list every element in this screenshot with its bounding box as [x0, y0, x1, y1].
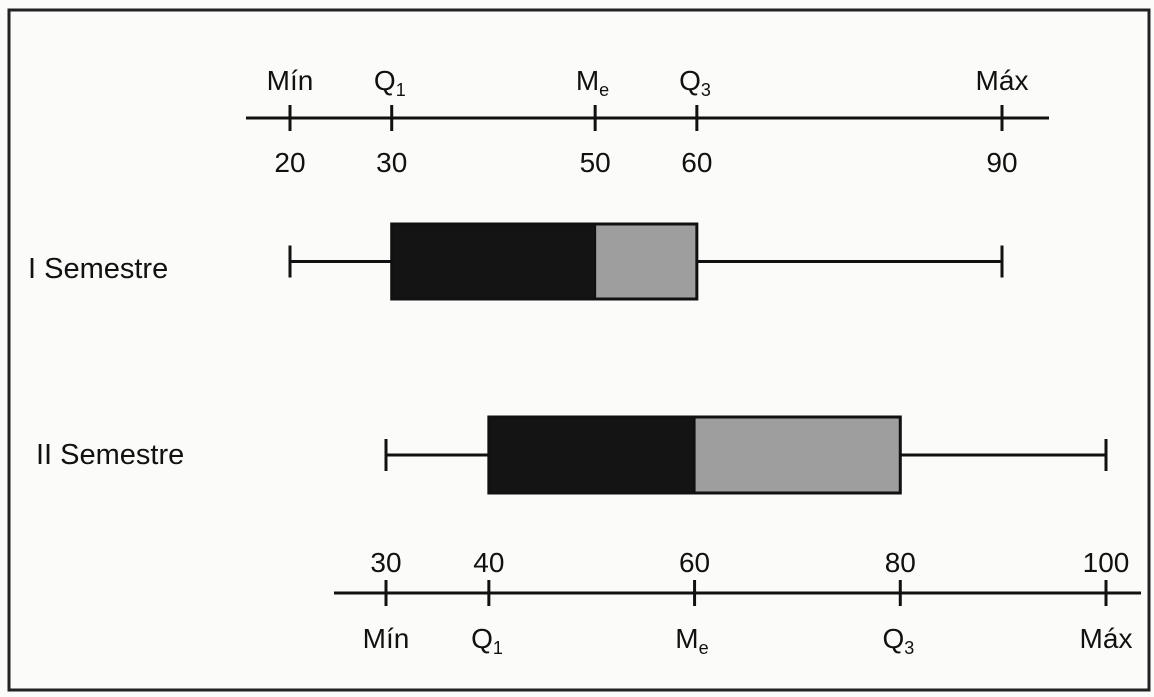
stat-label: Q: [679, 65, 701, 96]
stat-label: Máx: [976, 65, 1029, 96]
tick-label: 40: [473, 547, 504, 578]
tick-label: 20: [274, 147, 305, 178]
row-label-ii-semestre: II Semestre: [36, 439, 184, 471]
stat-label: Q: [471, 623, 493, 654]
stat-subscript: 1: [396, 80, 406, 100]
stat-label: Q: [374, 65, 396, 96]
upper-box: [694, 417, 901, 493]
tick-label: 60: [679, 547, 710, 578]
tick-label: 90: [986, 147, 1017, 178]
stat-subscript: 3: [904, 638, 914, 658]
box-outline: [390, 222, 699, 301]
box-ii-semestre: [384, 415, 1108, 495]
tick-label: 80: [885, 547, 916, 578]
tick-label: 100: [1083, 547, 1130, 578]
stat-subscript: e: [599, 80, 609, 100]
stat-label: Mín: [363, 623, 410, 654]
stat-subscript: e: [699, 638, 709, 658]
stat-subscript: 3: [701, 80, 711, 100]
row-label-i-semestre: I Semestre: [28, 253, 168, 285]
tick-label: 30: [370, 547, 401, 578]
tick-label: 60: [681, 147, 712, 178]
chart-border: [7, 8, 1151, 692]
tick-label: 50: [580, 147, 611, 178]
lower-box: [488, 417, 695, 493]
lower-box: [391, 224, 596, 299]
stat-label: Q: [883, 623, 905, 654]
stat-label: Máx: [1080, 623, 1133, 654]
stat-subscript: 1: [493, 638, 503, 658]
stat-label: M: [576, 65, 599, 96]
stat-label: M: [675, 623, 698, 654]
upper-box: [595, 224, 697, 299]
tick-label: 30: [376, 147, 407, 178]
box-i-semestre: [288, 222, 1004, 301]
stat-label: Mín: [267, 65, 314, 96]
